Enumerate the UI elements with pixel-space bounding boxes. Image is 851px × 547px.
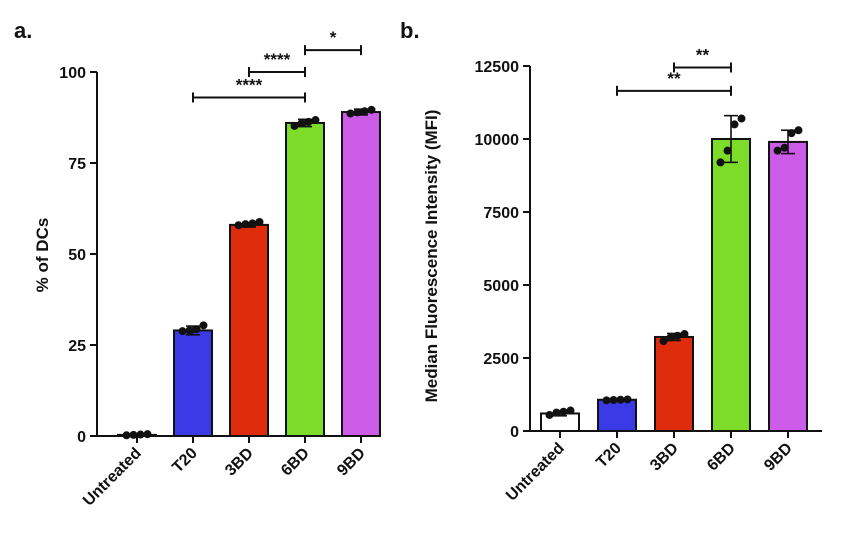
- panel-b-data-point: [659, 337, 668, 346]
- panel-a-y-axis-title: % of DCs: [33, 218, 52, 293]
- panel-a-y-tick-label: 75: [68, 156, 86, 173]
- panel-b-data-point: [723, 146, 732, 155]
- panel-b-data-point: [730, 120, 739, 129]
- panel-b-data-point: [545, 410, 554, 419]
- panel-a-significance-label: *: [330, 28, 337, 47]
- panel-b-data-point: [680, 330, 689, 339]
- panel-a-data-point: [185, 326, 194, 335]
- panel-a-bar-6bd: [285, 121, 325, 438]
- panel-a-data-point: [178, 327, 187, 336]
- panel-a-category-label: 9BD: [334, 445, 369, 480]
- panel-a-data-point: [346, 109, 355, 118]
- panel-b-data-point: [623, 395, 632, 404]
- panel-b-data-point: [673, 331, 682, 340]
- panel-a-data-point: [199, 321, 208, 330]
- panel-a-data-point: [353, 108, 362, 117]
- panel-b-y-tick-label: 7500: [483, 205, 519, 222]
- panel-b-category-label: T20: [593, 440, 625, 472]
- panel-a-data-point: [136, 430, 145, 439]
- panel-a-label: a.: [14, 18, 32, 43]
- panel-b-y-tick-label: 0: [510, 424, 519, 441]
- panel-a-category-label: 3BD: [222, 445, 257, 480]
- panel-a-data-point: [360, 107, 369, 116]
- panel-a-data-point: [290, 121, 299, 130]
- panel-b-significance-label: **: [696, 45, 710, 64]
- panel-a-y-tick-label: 25: [68, 338, 86, 355]
- panel-a-data-point: [192, 325, 201, 334]
- panel-a-data-point: [297, 119, 306, 128]
- panel-b-y-tick-label: 12500: [475, 59, 520, 76]
- panel-a-data-point: [311, 116, 320, 125]
- panel-a-category-label: T20: [169, 445, 201, 477]
- panel-b-data-point: [566, 406, 575, 415]
- panel-a-bar-9bd: [341, 111, 381, 437]
- panel-b-data-point: [780, 143, 789, 152]
- panel-b-category-label: 9BD: [761, 440, 796, 475]
- panel-b-y-tick-label: 2500: [483, 351, 519, 368]
- panel-b-y-tick-label: 5000: [483, 278, 519, 295]
- panel-b-label: b.: [400, 18, 420, 43]
- panel-a-y-tick-label: 50: [68, 247, 86, 264]
- panel-b-data-point: [602, 396, 611, 405]
- panel-a-data-point: [129, 430, 138, 439]
- panel-b-data-point: [737, 114, 746, 123]
- panel-b-data-point: [794, 126, 803, 135]
- panel-b-data-point: [787, 129, 796, 138]
- panel-a-significance-label: ****: [264, 50, 291, 69]
- panel-a-data-point: [367, 105, 376, 114]
- panel-a-data-point: [248, 219, 257, 228]
- panel-a-y-tick-label: 0: [77, 429, 86, 446]
- panel-a-bar-3bd: [229, 223, 269, 437]
- panel-b-y-axis-title: Median Fluorescence Intensity (MFI): [422, 110, 441, 403]
- panel-b-data-point: [666, 333, 675, 342]
- panel-a-y-tick-label: 100: [59, 65, 86, 82]
- panel-a-category-label: 6BD: [278, 445, 313, 480]
- panel-b-data-point: [773, 146, 782, 155]
- panel-b-category-label: 3BD: [647, 440, 682, 475]
- panel-b-bar-6bd: [711, 138, 751, 432]
- panel-a-data-point: [304, 117, 313, 126]
- panel-a-category-label: Untreated: [80, 445, 145, 510]
- panel-a-data-point: [241, 220, 250, 229]
- panel-a-chart: a. % of DCs 0 25 50 75 100 Untreated T20 3BD 6BD…: [14, 18, 381, 510]
- panel-b-bar-t20: [597, 398, 637, 433]
- panel-b-data-point: [559, 407, 568, 416]
- panel-a-data-point: [143, 430, 152, 439]
- panel-b-data-point: [552, 408, 561, 417]
- panel-b-data-point: [609, 396, 618, 405]
- panel-a-bar-t20: [173, 329, 213, 437]
- panel-a-data-point: [255, 217, 264, 226]
- panel-b-category-label: 6BD: [704, 440, 739, 475]
- panel-b-y-tick-label: 10000: [475, 132, 520, 149]
- panel-b-significance-label: **: [667, 69, 681, 88]
- panel-a-significance-label: ****: [236, 75, 263, 94]
- panel-b-data-point: [616, 395, 625, 404]
- panel-a-data-point: [234, 221, 243, 230]
- panel-a-data-point: [122, 431, 131, 440]
- panel-b-category-label: Untreated: [503, 440, 568, 505]
- panel-b-data-point: [716, 158, 725, 167]
- panel-b-chart: b. Median Fluorescence Intensity (MFI) 0…: [400, 18, 822, 505]
- panel-b-bar-9bd: [768, 140, 808, 432]
- panel-b-bar-3bd: [654, 335, 694, 433]
